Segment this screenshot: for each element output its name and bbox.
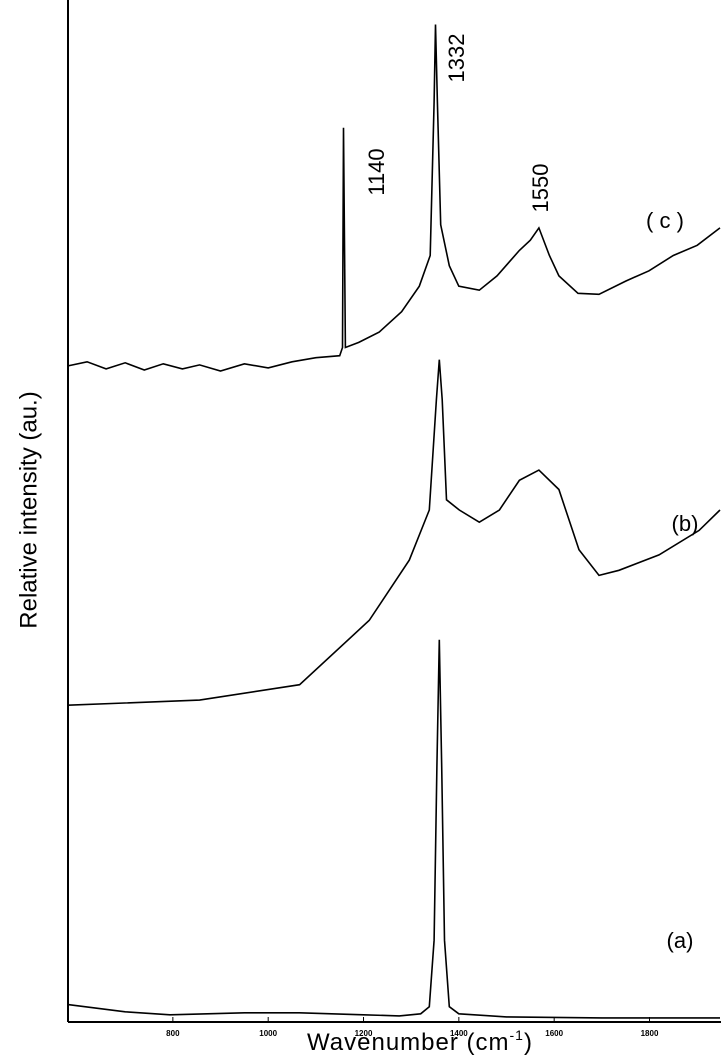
y-axis-label: Relative intensity (au.) [15, 391, 42, 628]
spectrum-line [67, 639, 720, 1019]
x-tick-label: 1800 [641, 1029, 659, 1038]
x-tick-label: 1000 [259, 1029, 277, 1038]
x-tick-label: 1200 [355, 1029, 373, 1038]
x-tick-label: 800 [166, 1029, 180, 1038]
spectrum-line [67, 359, 721, 706]
x-axis-label-main: Wavenumber (cm [307, 1029, 509, 1056]
annotation: 1140 [364, 148, 389, 195]
annotation: ( c ) [646, 208, 684, 233]
spectrum-line [67, 24, 721, 372]
x-axis-label: Wavenumber (cm-1) [307, 1027, 533, 1056]
annotation: 1550 [528, 164, 553, 213]
x-axis-label-close: ) [524, 1029, 533, 1056]
annotation: 1332 [444, 34, 469, 83]
annotation: (b) [672, 511, 699, 536]
plot-area: 800 1000 1200 1400 1600 1800 1140 1332 1550 ( c )… [67, 0, 721, 1038]
x-axis-label-sup: -1 [510, 1027, 524, 1043]
x-tick-label: 1400 [450, 1029, 468, 1038]
x-tick-label: 1600 [545, 1029, 563, 1038]
annotation: (a) [667, 928, 694, 953]
